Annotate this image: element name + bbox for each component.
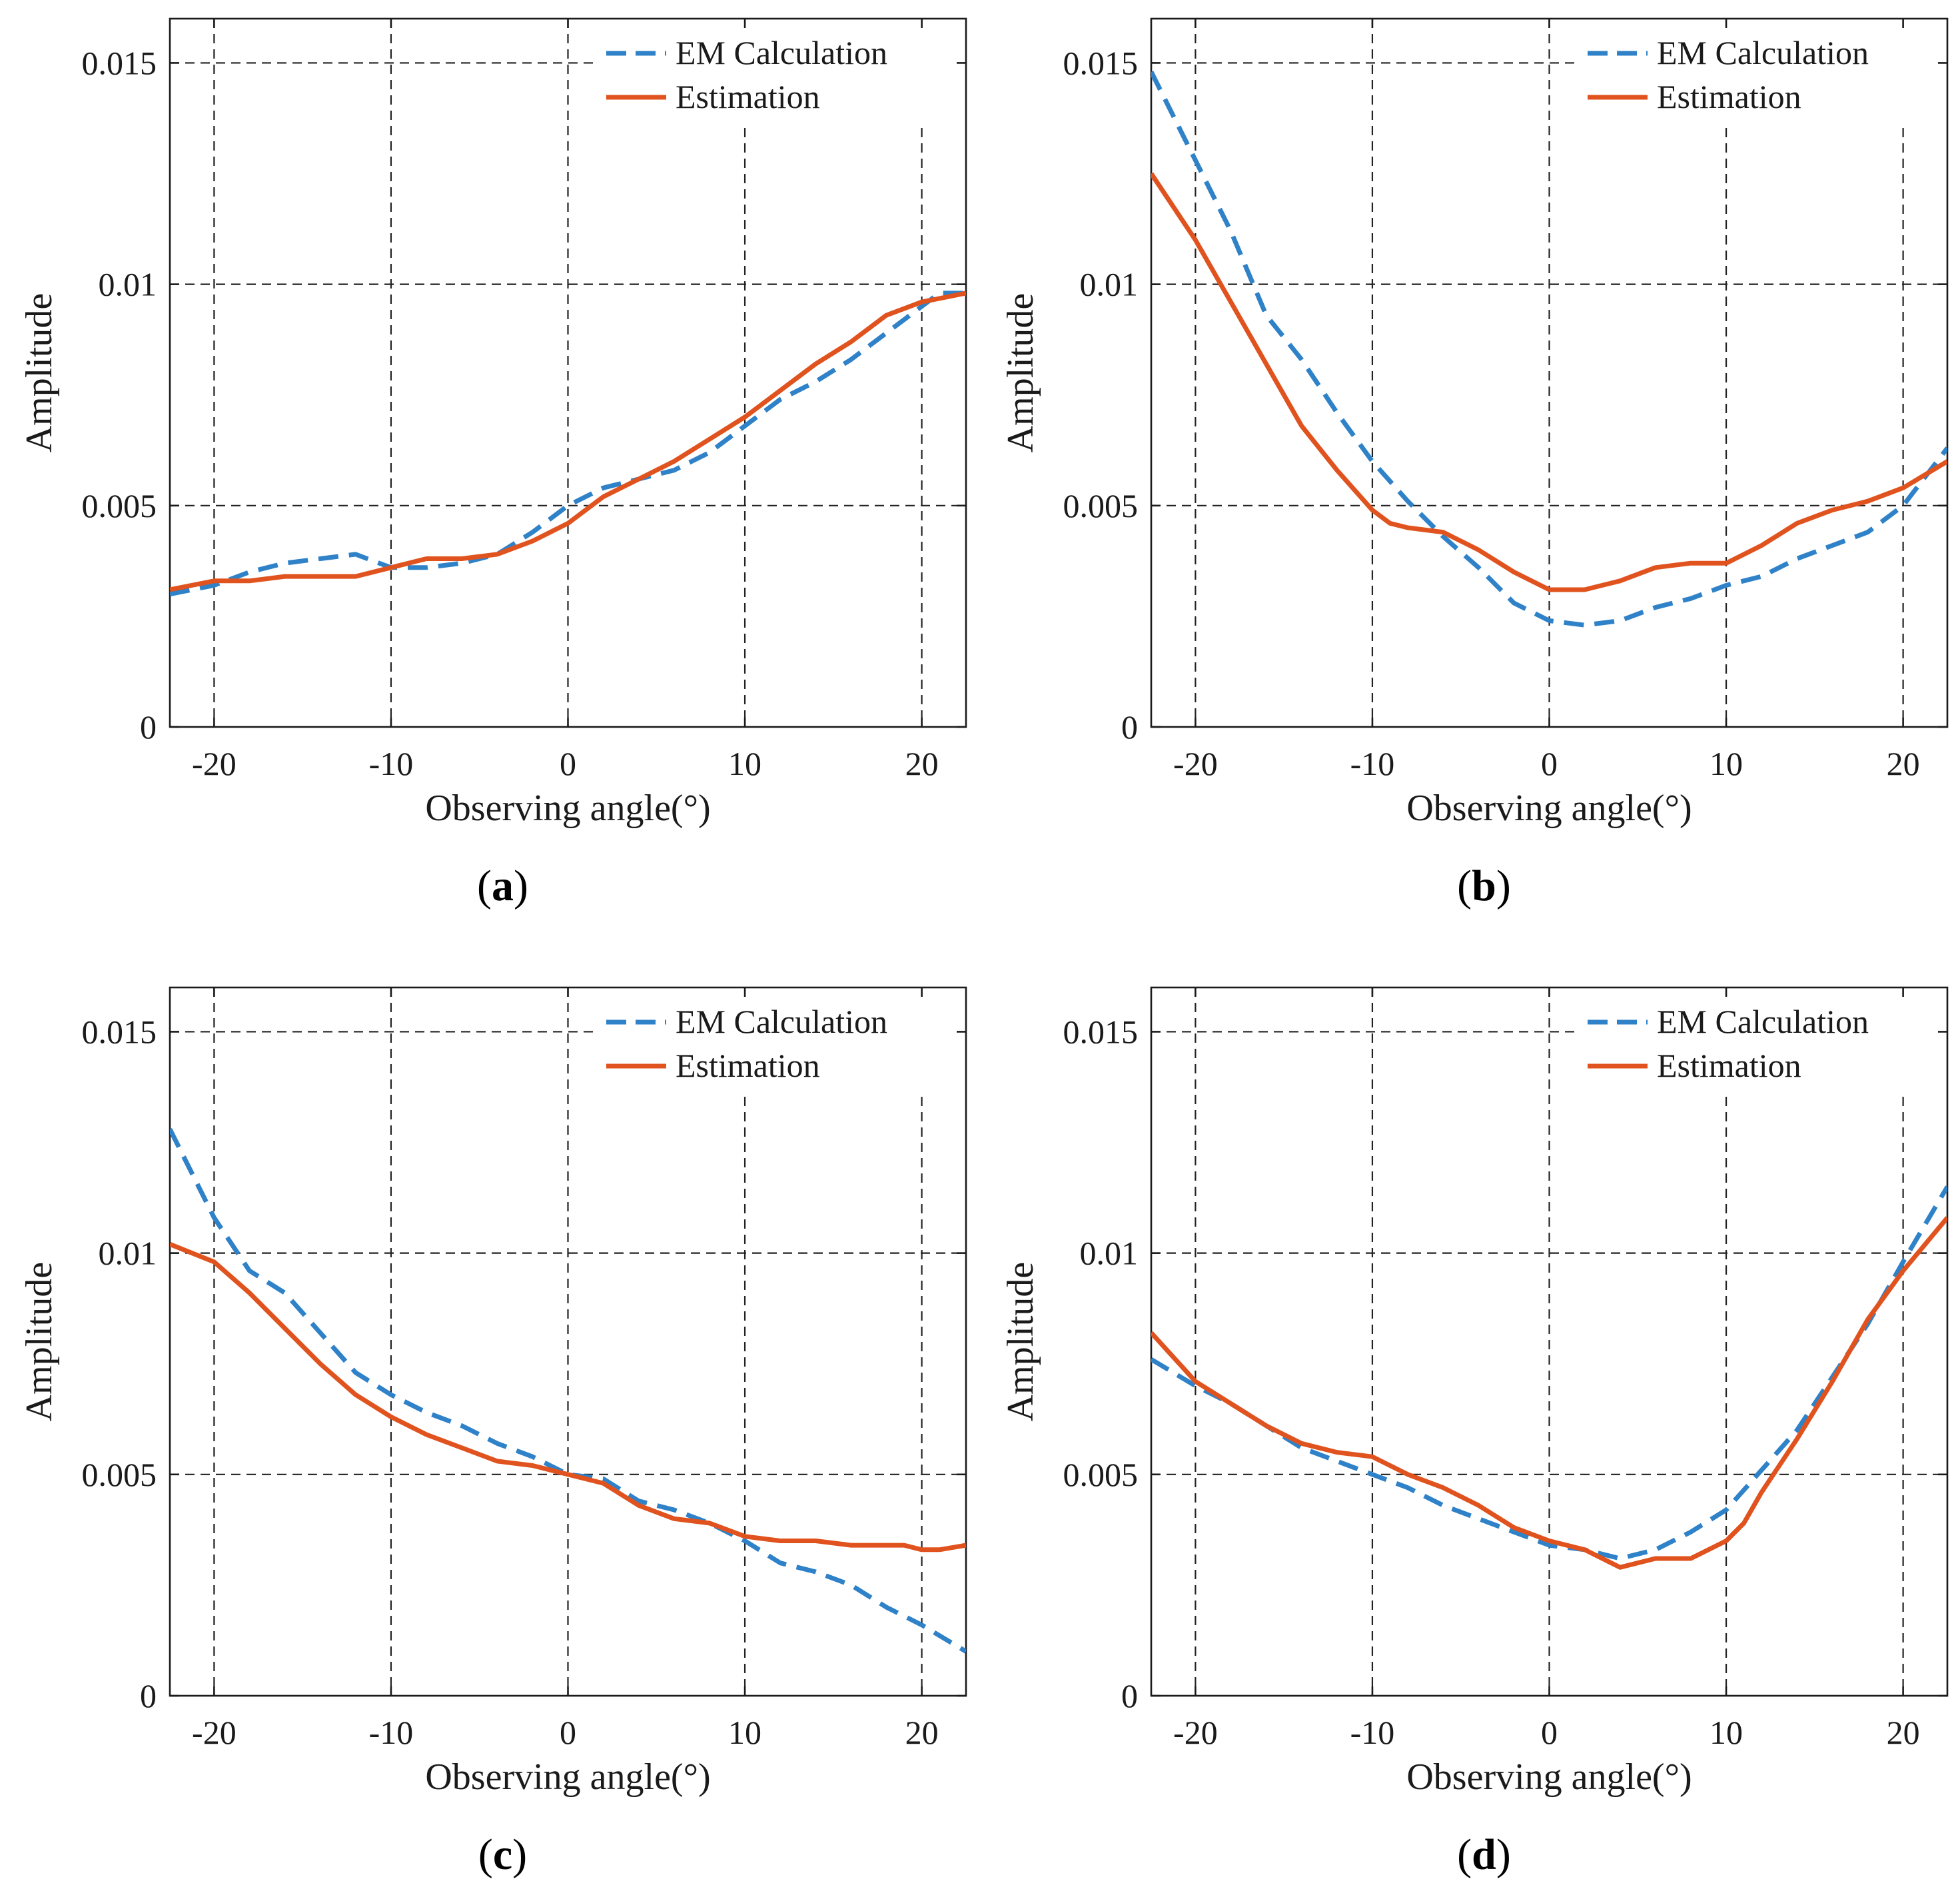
x-tick-label: 20 bbox=[1887, 1714, 1920, 1751]
chart-panel-c: -20 -10 0 10 20 0 0.005 0.01 0.015 EM Calculation… bbox=[19, 986, 967, 1879]
estimation-line bbox=[170, 291, 966, 592]
y-tick-label: 0 bbox=[1121, 708, 1138, 746]
x-tick-label: 10 bbox=[1710, 1714, 1743, 1751]
chart-panel-d: -20 -10 0 10 20 0 0.005 0.01 0.015 EM Calculation… bbox=[1000, 986, 1949, 1879]
y-tick-label: 0.015 bbox=[82, 44, 157, 81]
y-tick-label: 0.015 bbox=[82, 1013, 157, 1050]
x-tick-label: 10 bbox=[728, 1714, 761, 1751]
y-tick-label: 0.01 bbox=[1080, 1235, 1139, 1272]
x-tick-label: -20 bbox=[1173, 1714, 1218, 1751]
y-tick-label: 0 bbox=[1121, 1677, 1138, 1714]
caption-close-paren: ) bbox=[1496, 1830, 1511, 1879]
caption-open-paren: ( bbox=[1457, 862, 1472, 910]
series-lines bbox=[170, 291, 966, 597]
x-tick-label: 20 bbox=[905, 745, 939, 782]
x-tick-label: 10 bbox=[728, 745, 761, 782]
caption-letter: d bbox=[1472, 1830, 1496, 1879]
y-tick-label: 0 bbox=[140, 708, 157, 746]
x-tick-label: -10 bbox=[1350, 1714, 1395, 1751]
estimation-line bbox=[170, 1242, 966, 1553]
y-tick-label: 0.005 bbox=[1063, 487, 1139, 524]
chart-panel-b: -20 -10 0 10 20 0 0.005 0.01 0.015 EM Calculation… bbox=[1000, 17, 1949, 910]
y-tick-label: 0.01 bbox=[99, 1235, 157, 1272]
em-calculation-line bbox=[1151, 1185, 1947, 1561]
x-tick-label: 0 bbox=[1541, 745, 1558, 782]
caption-open-paren: ( bbox=[477, 862, 492, 910]
caption-letter: c bbox=[493, 1830, 512, 1879]
panel-caption: (d) bbox=[1457, 1830, 1511, 1879]
y-tick-label: 0.005 bbox=[1063, 1456, 1139, 1493]
x-tick-label: 0 bbox=[560, 745, 576, 782]
y-axis-label: Amplitude bbox=[19, 293, 60, 453]
estimation-line bbox=[1151, 1216, 1947, 1570]
x-axis-label: Observing angle(°) bbox=[425, 1756, 710, 1798]
y-tick-label: 0.01 bbox=[99, 266, 157, 303]
x-tick-label: 0 bbox=[1541, 1714, 1558, 1751]
caption-close-paren: ) bbox=[1496, 862, 1511, 910]
series-lines bbox=[1151, 1185, 1947, 1570]
y-axis-label: Amplitude bbox=[19, 1262, 60, 1422]
legend-label-em: EM Calculation bbox=[1657, 34, 1869, 71]
caption-close-paren: ) bbox=[514, 862, 528, 910]
panel-caption: (a) bbox=[477, 862, 528, 910]
y-axis-label: Amplitude bbox=[1000, 293, 1041, 453]
panel-caption: (c) bbox=[478, 1830, 527, 1879]
caption-open-paren: ( bbox=[478, 1830, 493, 1879]
y-tick-label: 0.005 bbox=[82, 487, 157, 524]
x-tick-label: 20 bbox=[905, 1714, 939, 1751]
caption-letter: b bbox=[1472, 862, 1496, 910]
chart-panel-a: -20 -10 0 10 20 0 0.005 0.01 0.015 EM Calculation… bbox=[19, 17, 967, 910]
y-tick-label: 0.015 bbox=[1063, 1013, 1139, 1050]
x-tick-label: -10 bbox=[1350, 745, 1395, 782]
em-calculation-line bbox=[1151, 71, 1947, 628]
legend-label-em: EM Calculation bbox=[1657, 1003, 1869, 1040]
em-calculation-line bbox=[170, 291, 966, 597]
legend-label-em: EM Calculation bbox=[676, 34, 887, 71]
legend-label-estimation: Estimation bbox=[1657, 1047, 1801, 1084]
estimation-line bbox=[1151, 172, 1947, 592]
x-tick-label: -20 bbox=[192, 745, 237, 782]
legend: EM Calculation Estimation bbox=[606, 1003, 887, 1084]
caption-close-paren: ) bbox=[512, 1830, 527, 1879]
x-axis-label: Observing angle(°) bbox=[1406, 788, 1692, 829]
legend: EM Calculation Estimation bbox=[1588, 1003, 1869, 1084]
x-tick-label: -20 bbox=[1173, 745, 1218, 782]
x-axis-label: Observing angle(°) bbox=[425, 788, 710, 829]
caption-open-paren: ( bbox=[1457, 1830, 1472, 1879]
series-lines bbox=[1151, 71, 1947, 628]
x-tick-label: 20 bbox=[1887, 745, 1920, 782]
em-calculation-line bbox=[170, 1128, 966, 1654]
x-tick-label: -10 bbox=[369, 745, 414, 782]
x-tick-label: -20 bbox=[192, 1714, 237, 1751]
panel-caption: (b) bbox=[1457, 862, 1511, 910]
legend: EM Calculation Estimation bbox=[1588, 34, 1869, 115]
x-tick-label: 10 bbox=[1710, 745, 1743, 782]
x-tick-label: 0 bbox=[560, 1714, 576, 1751]
y-tick-label: 0.005 bbox=[82, 1456, 157, 1493]
legend: EM Calculation Estimation bbox=[606, 34, 887, 115]
series-lines bbox=[170, 1128, 966, 1654]
legend-label-em: EM Calculation bbox=[676, 1003, 887, 1040]
y-axis-label: Amplitude bbox=[1000, 1262, 1041, 1422]
legend-label-estimation: Estimation bbox=[676, 78, 820, 115]
caption-letter: a bbox=[492, 862, 514, 910]
legend-label-estimation: Estimation bbox=[1657, 78, 1801, 115]
y-tick-label: 0.015 bbox=[1063, 44, 1139, 81]
y-tick-label: 0 bbox=[140, 1677, 157, 1714]
x-axis-label: Observing angle(°) bbox=[1406, 1756, 1692, 1798]
y-tick-label: 0.01 bbox=[1080, 266, 1139, 303]
legend-label-estimation: Estimation bbox=[676, 1047, 820, 1084]
x-tick-label: -10 bbox=[369, 1714, 414, 1751]
